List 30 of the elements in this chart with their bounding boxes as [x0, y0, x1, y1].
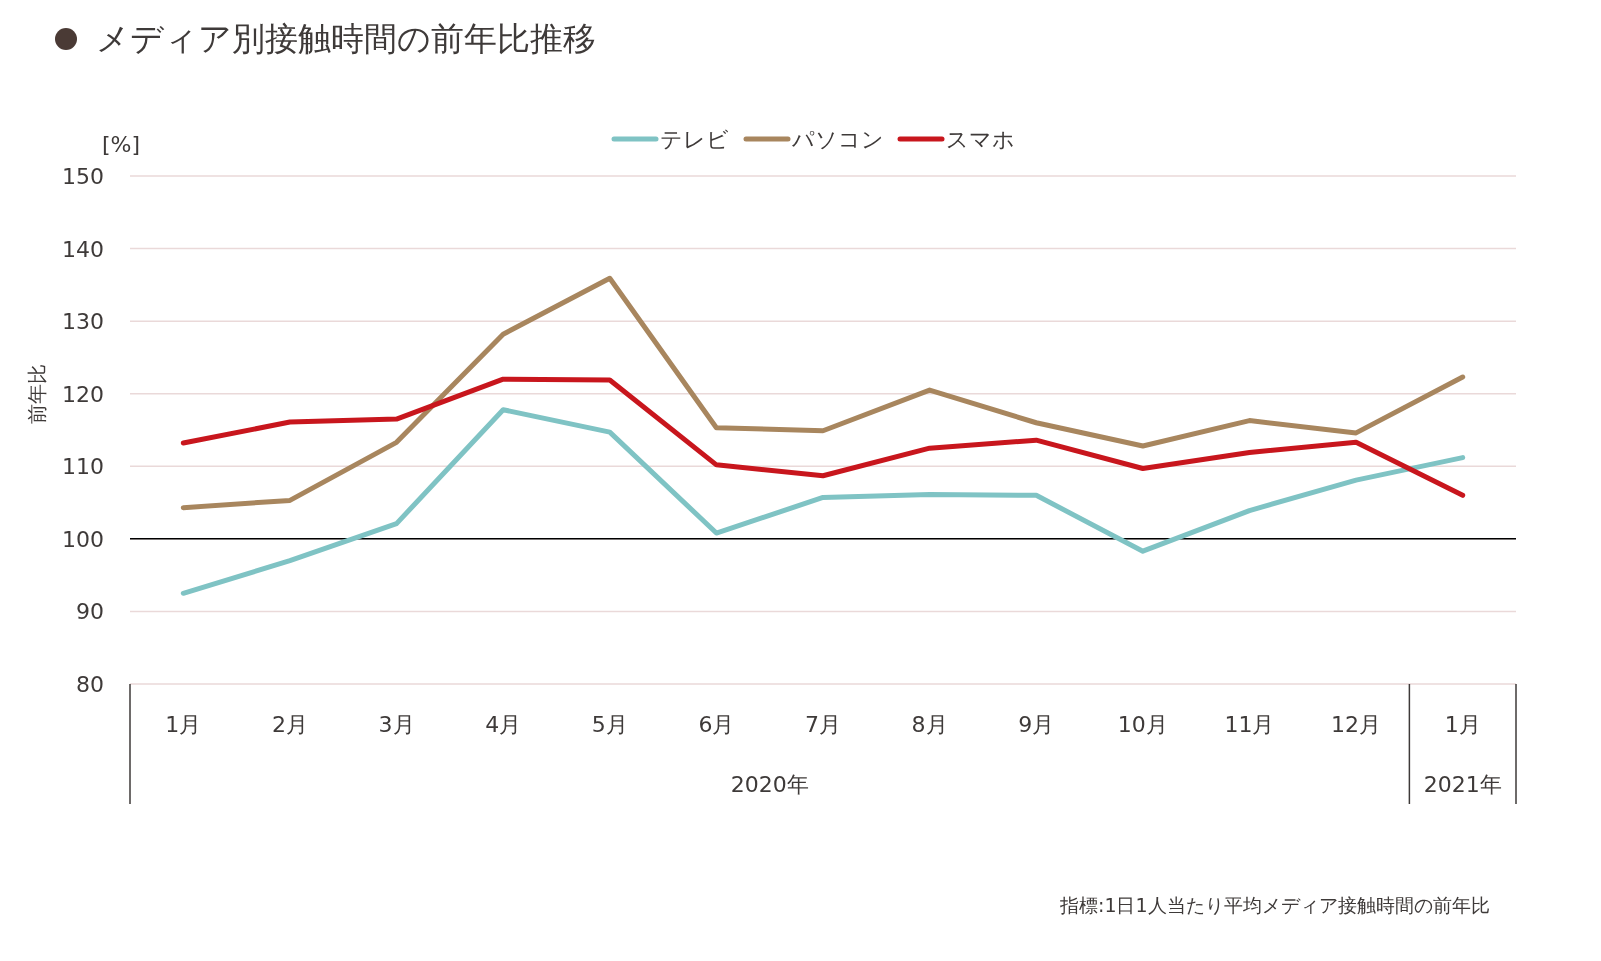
x-tick-label: 11月 [1224, 712, 1275, 737]
y-tick-label: 150 [62, 164, 104, 189]
text: 2021年 [1423, 772, 1502, 797]
y-axis-title: 前年比 [25, 363, 49, 424]
y-tick-label: 80 [76, 672, 104, 697]
x-tick-label: 9月 [1018, 712, 1055, 737]
legend-label: テレビ [660, 127, 729, 152]
x-tick-label: 5月 [591, 712, 628, 737]
y-tick-label: 140 [62, 236, 104, 262]
legend-label: スマホ [946, 127, 1015, 152]
x-tick-label: 2月 [271, 712, 308, 737]
x-tick-label: 8月 [911, 712, 948, 737]
x-tick-label: 4月 [485, 712, 522, 737]
text: 2020年 [730, 772, 809, 797]
chart-title: メディア別接触時間の前年比推移 [96, 19, 596, 58]
x-tick-label: 7月 [805, 712, 841, 737]
x-tick-label: 10月 [1117, 712, 1168, 737]
y-tick-label: 110 [62, 454, 104, 480]
x-tick-label: 1月 [165, 712, 202, 737]
text: 指標:1日1人当たり平均メディア接触時間の前年比 [1059, 894, 1490, 916]
x-tick-label: 3月 [378, 712, 415, 737]
legend-label: パソコン [791, 127, 884, 152]
x-tick-label: 1月 [1444, 712, 1481, 737]
y-tick-label: 100 [62, 526, 104, 552]
text: [%] [102, 132, 141, 157]
x-tick-label: 6月 [698, 712, 735, 737]
y-tick-label: 130 [62, 309, 104, 335]
y-tick-label: 120 [62, 381, 104, 407]
y-tick-label: 90 [76, 599, 104, 625]
x-tick-label: 12月 [1331, 712, 1382, 737]
